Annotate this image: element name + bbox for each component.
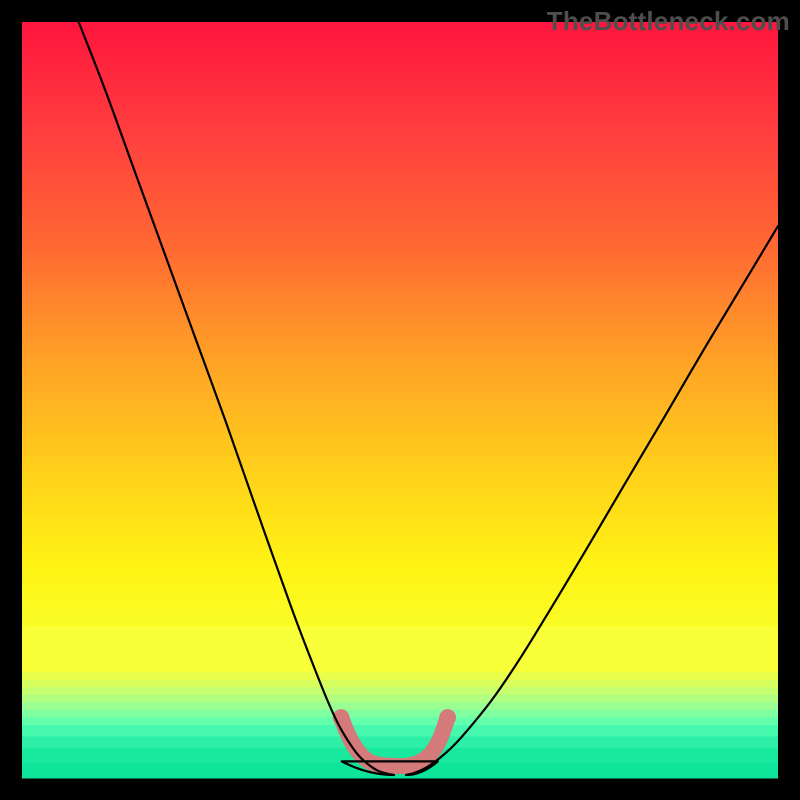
bottom-band — [22, 702, 778, 710]
bottom-band — [22, 718, 778, 726]
bottom-band — [22, 672, 778, 680]
watermark-text: TheBottleneck.com — [547, 6, 790, 37]
bottom-band — [22, 687, 778, 695]
trough-marker-endpoint — [439, 709, 456, 726]
bottom-band — [22, 725, 778, 737]
bottom-band — [22, 710, 778, 718]
bottom-band — [22, 627, 778, 673]
bottom-band — [22, 736, 778, 748]
bottom-band — [22, 695, 778, 703]
stage: TheBottleneck.com — [0, 0, 800, 800]
bottom-band — [22, 680, 778, 688]
bottleneck-chart — [0, 0, 800, 800]
